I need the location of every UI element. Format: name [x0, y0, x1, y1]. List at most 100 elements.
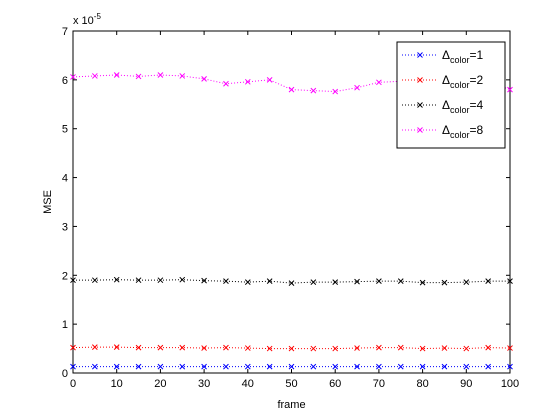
data-point	[376, 278, 382, 285]
data-point	[135, 344, 142, 351]
legend-marker	[417, 77, 423, 83]
data-point	[266, 278, 273, 285]
x-tick-label: 80	[416, 378, 428, 390]
data-point	[332, 279, 339, 285]
x-tick-label: 60	[329, 378, 341, 390]
y-axis-label: MSE	[42, 190, 54, 214]
y-tick-label: 4	[62, 173, 68, 185]
data-point	[463, 363, 470, 370]
data-point	[135, 363, 142, 370]
data-point	[157, 277, 164, 284]
data-point	[91, 363, 98, 370]
data-point	[376, 363, 382, 370]
y-multiplier-base: x 10	[73, 15, 94, 27]
y-tick-label: 1	[62, 319, 68, 331]
data-point	[441, 279, 448, 286]
data-point	[463, 279, 470, 285]
data-point	[157, 363, 164, 370]
y-tick-label: 7	[62, 26, 68, 38]
data-point	[376, 79, 382, 86]
data-point	[463, 345, 470, 352]
data-point	[507, 345, 513, 351]
data-point	[201, 363, 207, 370]
data-point	[419, 363, 426, 370]
y-tick-label: 2	[62, 270, 68, 282]
y-multiplier-exponent: -5	[94, 12, 102, 21]
x-tick-label: 50	[285, 378, 297, 390]
series-line	[73, 279, 510, 284]
data-point	[354, 363, 360, 370]
x-tick-label: 30	[198, 378, 210, 390]
data-point	[244, 78, 251, 85]
data-point	[223, 344, 229, 351]
data-point	[157, 344, 164, 351]
data-point	[332, 363, 339, 370]
data-point	[244, 279, 251, 285]
data-point	[376, 344, 382, 351]
data-point	[91, 277, 98, 284]
legend-label: Δcolor=1	[442, 48, 484, 65]
data-point	[113, 363, 120, 370]
data-point	[179, 73, 186, 79]
data-point	[485, 363, 492, 370]
data-point	[310, 345, 317, 352]
x-tick-label: 10	[111, 378, 123, 390]
data-point	[354, 278, 360, 285]
data-point	[179, 276, 186, 283]
data-point	[441, 363, 448, 370]
data-point	[288, 280, 295, 286]
y-tick-label: 0	[62, 368, 68, 380]
data-point	[244, 345, 251, 351]
data-point	[266, 77, 273, 83]
legend-item-3: Δcolor=4	[402, 98, 484, 115]
y-tick-label: 5	[62, 124, 68, 136]
data-point	[397, 344, 404, 351]
x-tick-label: 0	[70, 378, 76, 390]
data-point	[354, 84, 360, 91]
data-point	[70, 363, 76, 370]
data-point	[70, 344, 76, 351]
data-point	[244, 363, 251, 370]
data-point	[310, 87, 317, 94]
data-point	[113, 72, 120, 78]
legend-label: Δcolor=2	[442, 73, 484, 90]
data-point	[485, 344, 492, 351]
data-point	[135, 277, 142, 284]
legend-label: Δcolor=4	[442, 98, 484, 115]
legend-marker	[417, 127, 423, 133]
series-layer	[70, 72, 513, 370]
data-point	[91, 73, 98, 79]
y-tick-label: 3	[62, 221, 68, 233]
legend-marker	[417, 52, 423, 58]
x-axis-label: frame	[277, 399, 305, 411]
x-tick-label: 40	[242, 378, 254, 390]
data-point	[179, 344, 186, 351]
legend-item-2: Δcolor=2	[402, 73, 484, 90]
data-point	[201, 76, 207, 82]
series-1	[70, 363, 513, 370]
x-tick-label: 90	[460, 378, 472, 390]
legend: Δcolor=1 Δcolor=2 Δcolor=4 Δcolor=8	[396, 41, 506, 149]
data-point	[310, 363, 317, 370]
data-point	[91, 344, 98, 350]
legend-marker	[417, 102, 423, 108]
data-point	[310, 279, 317, 285]
data-point	[223, 278, 229, 285]
data-point	[441, 345, 448, 351]
data-point	[288, 363, 295, 370]
data-point	[485, 278, 492, 285]
data-point	[266, 363, 273, 370]
data-point	[157, 72, 164, 78]
data-point	[288, 345, 295, 352]
data-point	[288, 86, 295, 93]
legend-label: Δcolor=8	[442, 123, 484, 140]
data-point	[419, 345, 426, 352]
data-point	[507, 363, 513, 370]
data-point	[135, 73, 142, 80]
series-line	[72, 346, 511, 350]
series-line	[72, 74, 511, 93]
data-point	[507, 86, 513, 93]
data-point	[332, 345, 339, 352]
axis-ticks: 0 10 20 30 40 50 60 70 80 90 100 0 1 2 3 4 5 6 7	[62, 26, 519, 390]
